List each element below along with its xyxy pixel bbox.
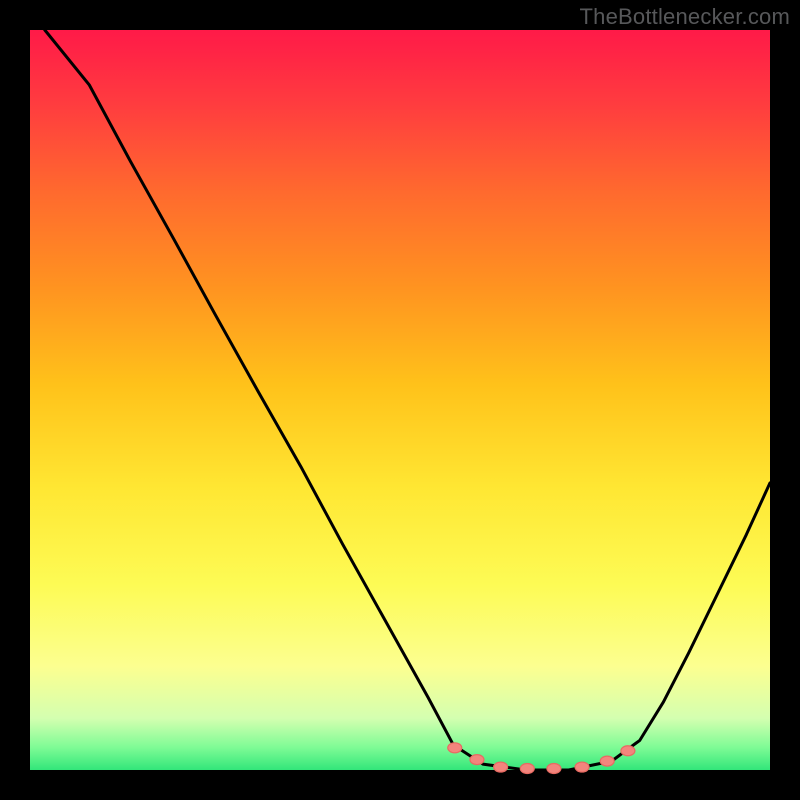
curve-marker-0 bbox=[448, 743, 462, 753]
chart-stage: TheBottlenecker.com bbox=[0, 0, 800, 800]
curve-marker-6 bbox=[600, 756, 614, 766]
curve-marker-2 bbox=[494, 762, 508, 772]
curve-marker-3 bbox=[520, 764, 534, 774]
watermark-text: TheBottlenecker.com bbox=[580, 4, 790, 30]
bottleneck-curve-chart bbox=[0, 0, 800, 800]
curve-marker-1 bbox=[470, 755, 484, 765]
curve-marker-5 bbox=[575, 762, 589, 772]
plot-background bbox=[30, 30, 770, 770]
curve-marker-7 bbox=[621, 746, 635, 756]
curve-marker-4 bbox=[547, 764, 561, 774]
